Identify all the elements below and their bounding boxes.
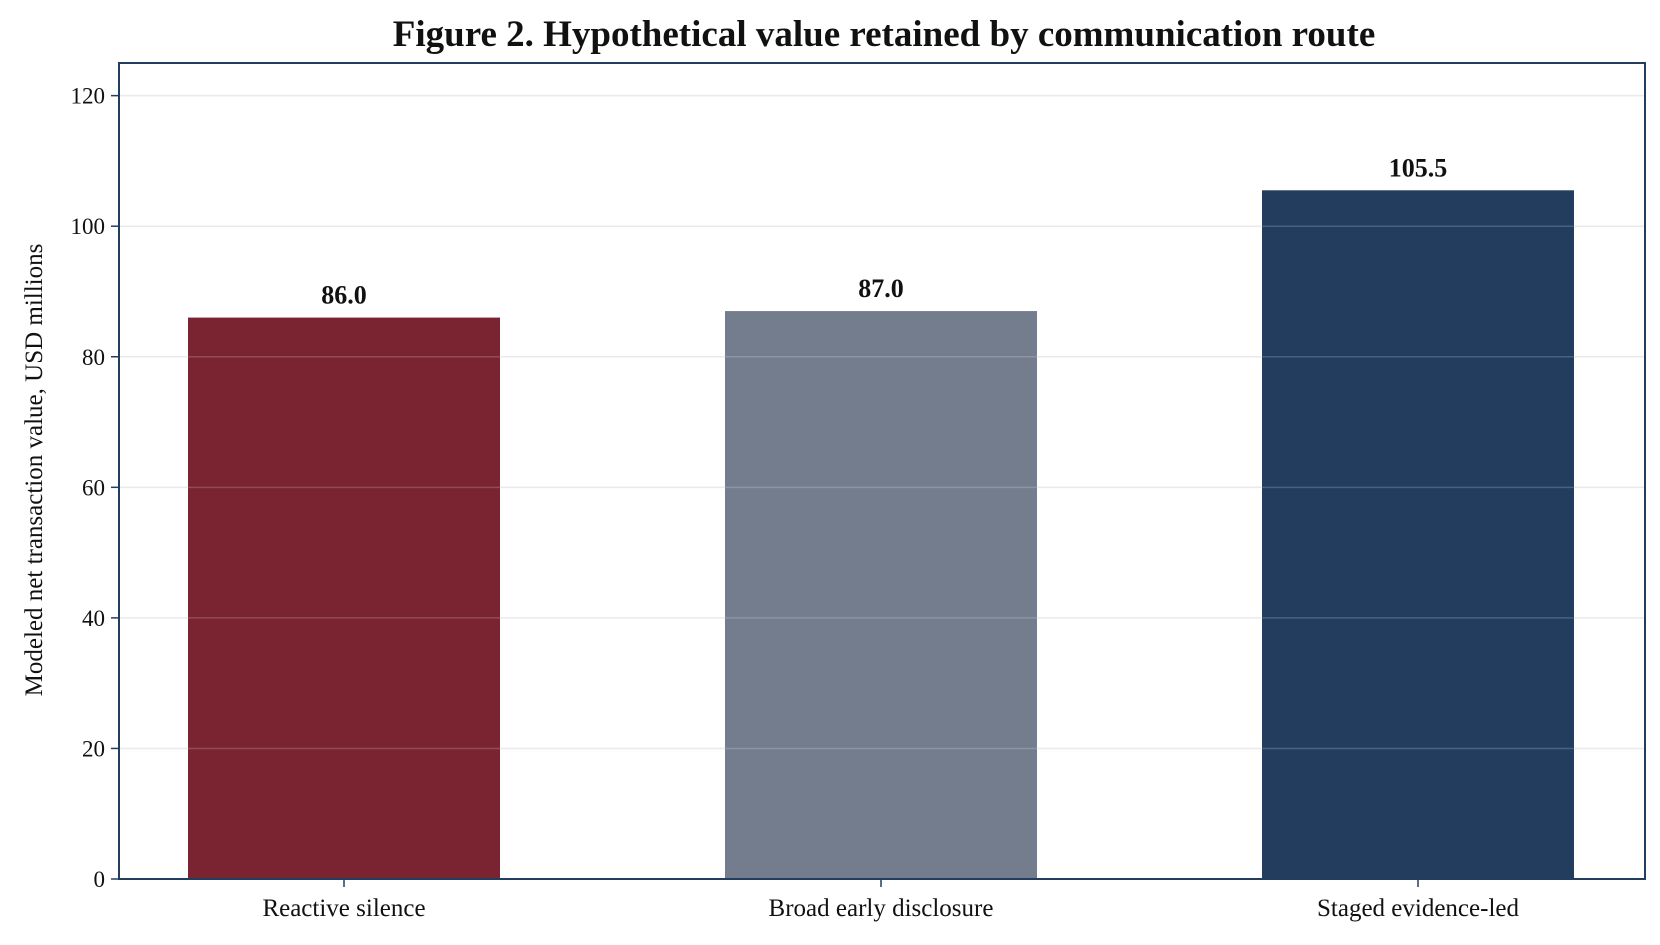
bar <box>1262 190 1574 879</box>
y-tick-label: 80 <box>82 345 105 370</box>
bars <box>188 190 1574 880</box>
data-labels: 86.0 87.0 105.5 <box>321 153 1447 309</box>
x-tick-label: Staged evidence-led <box>1317 895 1519 922</box>
y-tick-label: 40 <box>82 606 105 631</box>
y-tick-label: 120 <box>71 84 106 109</box>
bar-value-label: 87.0 <box>858 274 904 303</box>
x-tick-label: Broad early disclosure <box>769 895 994 922</box>
plot-frame <box>118 62 1646 880</box>
x-tick-label: Reactive silence <box>262 895 425 922</box>
bar-value-label: 86.0 <box>321 281 367 310</box>
y-tick-label: 20 <box>82 736 105 761</box>
y-tick-label: 100 <box>71 214 106 239</box>
gridlines-over-bars <box>119 94 1645 750</box>
bar-value-label: 105.5 <box>1389 153 1448 182</box>
y-axis-label: Modeled net transaction value, USD milli… <box>21 244 48 697</box>
axes: 0 20 40 60 80 100 120 Reactive silence Broad ear… <box>71 62 1646 922</box>
bar <box>725 311 1037 880</box>
y-tick-label: 0 <box>94 867 106 892</box>
bar <box>188 317 500 879</box>
chart-title: Figure 2. Hypothetical value retained by… <box>393 14 1376 55</box>
y-tick-label: 60 <box>82 475 105 500</box>
